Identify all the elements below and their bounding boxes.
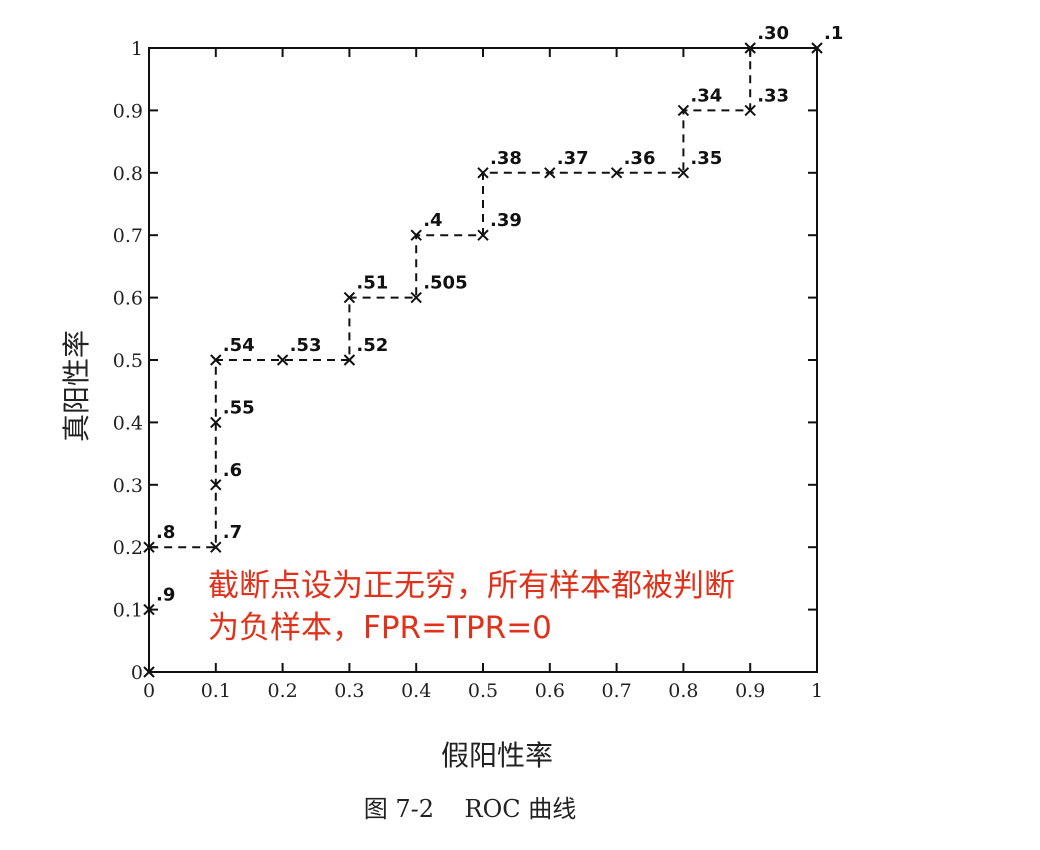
threshold-label: .38 <box>490 148 522 169</box>
roc-point-marker <box>544 167 556 179</box>
threshold-label: .37 <box>557 148 589 169</box>
x-tick-label: 0.6 <box>535 680 565 702</box>
x-tick-label: 0.7 <box>601 680 631 702</box>
y-tick-label: 0.7 <box>113 225 143 247</box>
threshold-label: .33 <box>757 85 789 106</box>
marker-stroke <box>343 291 356 304</box>
y-tick-label: 0.2 <box>113 537 143 559</box>
x-tick-label: 0.5 <box>468 680 498 702</box>
tick-marks <box>148 47 818 673</box>
roc-point-marker <box>210 416 222 429</box>
y-axis-title: 真阳性率 <box>60 330 93 442</box>
threshold-label: .53 <box>290 335 322 356</box>
roc-point-marker <box>811 42 823 54</box>
x-axis-title: 假阳性率 <box>441 739 553 772</box>
x-tick-label: 0.8 <box>668 680 698 702</box>
roc-point-marker <box>210 479 222 491</box>
figure-caption: 图 7-2 ROC 曲线 <box>364 795 577 823</box>
threshold-label: .36 <box>624 148 656 169</box>
annotation-line-2: 为负样本，FPR=TPR=0 <box>208 610 552 646</box>
y-tick-label: 0.9 <box>113 100 143 122</box>
annotation-line-1: 截断点设为正无穷，所有样本都被判断 <box>208 568 735 604</box>
y-tick-label: 0.5 <box>113 350 143 372</box>
threshold-label: .9 <box>156 585 175 606</box>
threshold-label: .34 <box>690 85 722 106</box>
y-tick-label: 0 <box>131 662 143 684</box>
roc-point-marker <box>677 167 690 179</box>
marker-stroke <box>143 541 155 553</box>
marker-stroke <box>677 104 690 117</box>
roc-point-marker <box>210 541 222 553</box>
threshold-label: .7 <box>223 522 242 543</box>
threshold-label: .52 <box>356 335 388 356</box>
y-tick-label: 1 <box>131 38 143 60</box>
y-tick-label: 0.3 <box>113 475 143 497</box>
marker-stroke <box>677 167 690 179</box>
y-tick-labels: 0 0.1 0.2 0.3 0.4 0.5 0.6 0.7 0.8 0.9 1 <box>113 38 143 684</box>
marker-stroke <box>210 416 222 429</box>
marker-stroke <box>477 229 489 241</box>
marker-stroke <box>610 167 623 179</box>
threshold-label: .55 <box>223 397 255 418</box>
threshold-label: .54 <box>223 335 255 356</box>
roc-curve <box>148 47 817 672</box>
roc-point-marker <box>210 354 222 366</box>
x-tick-labels: 0 0.1 0.2 0.3 0.4 0.5 0.6 0.7 0.8 0.9 1 <box>143 680 823 702</box>
roc-point-marker <box>477 229 489 241</box>
roc-point-marker <box>744 104 756 117</box>
roc-point-marker <box>276 354 289 366</box>
roc-point-marker <box>610 167 623 179</box>
marker-stroke <box>744 42 756 54</box>
x-tick-label: 0.3 <box>334 680 364 702</box>
x-tick-label: 0.2 <box>267 680 297 702</box>
marker-stroke <box>410 291 422 304</box>
roc-point-marker <box>477 167 489 179</box>
threshold-label: .30 <box>757 23 789 44</box>
marker-stroke <box>276 354 289 366</box>
x-tick-label: 0 <box>143 680 155 702</box>
threshold-label: .6 <box>223 460 242 481</box>
marker-stroke <box>210 354 222 366</box>
marker-stroke <box>544 167 556 179</box>
x-tick-label: 0.4 <box>401 680 431 702</box>
roc-line <box>148 47 817 672</box>
y-tick-label: 0.1 <box>113 600 143 622</box>
roc-point-marker <box>744 42 756 54</box>
threshold-label: .505 <box>423 273 467 294</box>
x-tick-label: 0.9 <box>735 680 765 702</box>
threshold-label: .51 <box>356 273 388 294</box>
roc-point-marker <box>143 603 155 616</box>
x-tick-label: 0.1 <box>201 680 231 702</box>
marker-stroke <box>210 479 222 491</box>
threshold-label: .35 <box>690 148 722 169</box>
roc-markers <box>143 42 823 678</box>
marker-stroke <box>143 603 155 616</box>
roc-point-marker <box>343 291 356 304</box>
marker-stroke <box>410 229 422 241</box>
threshold-label: .8 <box>156 522 175 543</box>
threshold-label: .39 <box>490 210 522 231</box>
threshold-labels: .9 .8 .7 .6 .55 .54 .53 .52 .51 .505 .4 .39 .38 .37 .3… <box>156 23 843 606</box>
marker-stroke <box>744 104 756 117</box>
threshold-label: .4 <box>423 210 442 231</box>
marker-stroke <box>143 666 155 678</box>
roc-point-marker <box>143 541 155 553</box>
roc-point-marker <box>677 104 690 117</box>
roc-point-marker <box>143 666 155 678</box>
threshold-label: .1 <box>824 23 843 44</box>
roc-point-marker <box>343 354 356 366</box>
marker-stroke <box>343 354 356 366</box>
y-tick-label: 0.8 <box>113 163 143 185</box>
marker-stroke <box>811 42 823 54</box>
y-tick-label: 0.4 <box>113 412 143 434</box>
roc-point-marker <box>410 291 422 304</box>
x-tick-label: 1 <box>811 680 823 702</box>
y-tick-label: 0.6 <box>113 288 143 310</box>
marker-stroke <box>477 167 489 179</box>
roc-point-marker <box>410 229 422 241</box>
marker-stroke <box>210 541 222 553</box>
